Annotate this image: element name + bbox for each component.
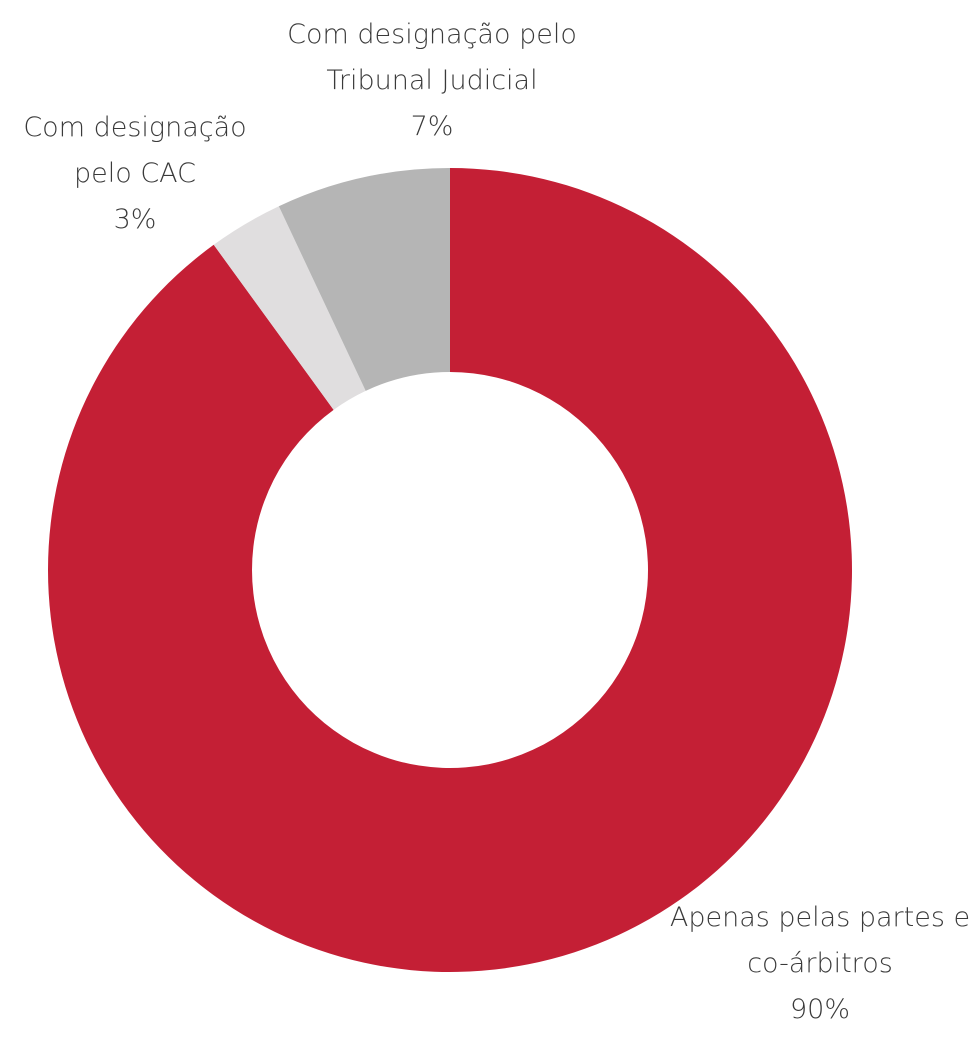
value-label: 3% [113, 204, 157, 235]
slice-label: Apenas pelas partes e co-árbitros 90% [660, 895, 972, 1033]
value-label: 90% [789, 994, 850, 1025]
category-name: Apenas pelas partes e co-árbitros [669, 902, 971, 979]
donut-slice [278, 168, 450, 391]
category-name: Com designação pelo CAC [23, 112, 247, 189]
slice-label: Com designação pelo CAC 3% [10, 105, 260, 243]
value-label: 7% [410, 111, 454, 142]
slice-label: Com designação pelo Tribunal Judicial 7% [282, 12, 582, 150]
donut-slice [47, 168, 853, 972]
donut-slice [213, 206, 366, 410]
category-name: Com designação pelo Tribunal Judicial [287, 19, 577, 96]
